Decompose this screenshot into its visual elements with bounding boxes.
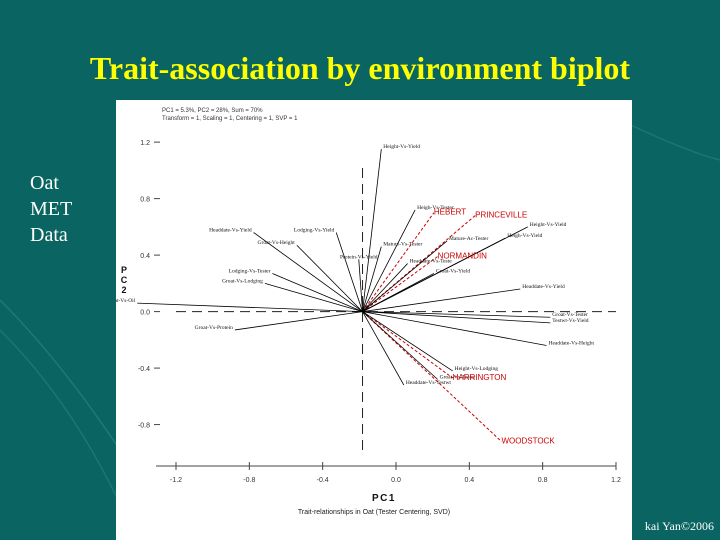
- biplot-chart: PC1 = 5.3%, PC2 = 28%, Sum = 70% Transfor…: [116, 108, 621, 516]
- environment-label: HEBERT: [434, 208, 466, 217]
- trait-label: Groat-Vs-Tester: [552, 312, 588, 318]
- trait-vector: [296, 244, 363, 312]
- trait-vector: [362, 240, 448, 312]
- environment-label: WOODSTOCK: [501, 437, 555, 446]
- chart-footer: Trait-relationships in Oat (Tester Cente…: [298, 509, 450, 516]
- environment-label: HARRINGTON: [453, 373, 507, 382]
- x-tick-label: -0.4: [317, 477, 329, 484]
- trait-vector: [362, 311, 405, 386]
- x-tick-label: 0.0: [391, 477, 401, 484]
- y-tick-label: -0.8: [138, 423, 150, 430]
- trait-label: Lodging-Vs-Yield: [294, 228, 335, 234]
- chart-subtitle: PC1 = 5.3%, PC2 = 28%, Sum = 70%: [162, 108, 263, 114]
- trait-label: Height-Vs-Yield: [530, 222, 567, 228]
- trait-label: Testwt-Vs-Yield: [552, 318, 589, 324]
- y-axis-title-char: C: [121, 275, 128, 285]
- trait-label: Groat-Vs-Lodging: [222, 278, 263, 284]
- trait-label: Headdate-Vs-Teste: [410, 259, 453, 265]
- trait-label: Mature-Vs-Tester: [383, 242, 422, 248]
- trait-vector: [362, 263, 408, 312]
- y-tick-label: 0.8: [140, 197, 150, 204]
- side-label-line: MET: [30, 198, 73, 220]
- trait-vector: [362, 149, 382, 312]
- trait-label: Headdate-Vs-Height: [549, 340, 595, 346]
- side-label-line: Oat: [30, 172, 59, 194]
- trait-vector: [234, 311, 363, 331]
- x-tick-label: 1.2: [611, 477, 621, 484]
- trait-vector: [362, 311, 551, 324]
- trait-label: Lodging-Vs-Tester: [229, 268, 271, 274]
- environment-vector: [362, 311, 453, 379]
- trait-label: Groat-Vs-Tester: [440, 374, 476, 380]
- biplot-panel: PC1 = 5.3%, PC2 = 28%, Sum = 70% Transfor…: [116, 100, 632, 540]
- side-label: Oat MET Data: [30, 170, 72, 248]
- environment-label: PRINCEVILLE: [475, 211, 527, 220]
- y-tick-label: 0.4: [140, 253, 150, 260]
- slide-title: Trait-association by environment biplot: [89, 50, 631, 86]
- trait-vector: [362, 311, 453, 372]
- y-axis-title-char: P: [121, 265, 127, 275]
- trait-vector: [362, 237, 506, 312]
- decorative-swoosh: [0, 329, 119, 501]
- trait-vector: [272, 273, 363, 312]
- trait-vector: [264, 282, 363, 312]
- trait-label: Groat-Vs-Height: [258, 240, 296, 246]
- environment-vector: [362, 311, 502, 442]
- environment-vector: [362, 256, 438, 312]
- y-axis-title-char: 2: [121, 285, 126, 295]
- trait-label: Heigh-Vs-Yield: [507, 233, 542, 239]
- x-axis-title: PC1: [372, 493, 396, 504]
- trait-vector: [362, 273, 435, 312]
- trait-vector: [362, 209, 416, 312]
- environment-vector: [362, 212, 435, 312]
- x-tick-label: 0.4: [464, 477, 474, 484]
- trait-vector: [358, 259, 363, 312]
- x-tick-label: -1.2: [170, 477, 182, 484]
- trait-label: Headdate-Vs-Yield: [522, 284, 565, 290]
- environment-label: NORMANDIN: [438, 252, 488, 261]
- trait-label: Mature-Ac-Tester: [449, 236, 488, 242]
- side-label-line: Data: [30, 224, 68, 246]
- trait-vector: [362, 311, 551, 318]
- trait-label: Protein-Vs-Yield: [340, 254, 378, 260]
- chart-subtitle: Transform = 1, Scaling = 1, Centering = …: [162, 116, 298, 122]
- trait-vector: [335, 232, 363, 312]
- trait-vector: [362, 311, 438, 380]
- decorative-swoosh: [0, 299, 121, 451]
- trait-label: Height-Vs-Yield: [383, 144, 420, 150]
- x-tick-label: -0.8: [243, 477, 255, 484]
- credit-text: kai Yan©2006: [644, 519, 714, 533]
- trait-label: Groat-Vs-Oil: [116, 298, 136, 304]
- y-tick-label: 1.2: [140, 140, 150, 147]
- trait-label: Groat-Vs-Yield: [436, 268, 470, 274]
- trait-label: Groat-Vs-Protein: [195, 325, 233, 331]
- y-tick-label: -0.4: [138, 366, 150, 373]
- trait-vector: [137, 302, 363, 312]
- trait-label: Height-Vs-Lodging: [455, 366, 499, 372]
- trait-vector: [362, 311, 547, 346]
- y-tick-label: 0.0: [140, 310, 150, 317]
- trait-label: Headdate-Vs-Yield: [209, 228, 252, 234]
- trait-label: Headdate-Vs-Testwt: [406, 380, 452, 386]
- x-tick-label: 0.8: [538, 477, 548, 484]
- trait-vector: [362, 288, 521, 312]
- trait-vector: [253, 232, 363, 312]
- trait-vector: [362, 246, 382, 312]
- trait-label: Heigh-Vs-Tester: [417, 205, 454, 211]
